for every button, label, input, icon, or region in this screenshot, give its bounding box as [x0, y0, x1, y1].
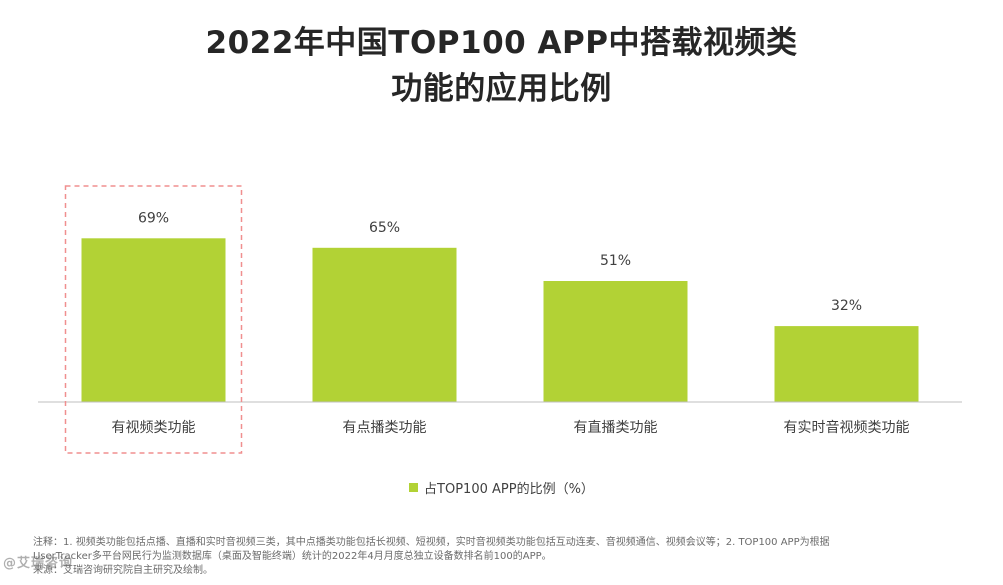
legend-label: 占TOP100 APP的比例（%） — [424, 482, 594, 497]
footnotes: 注释：1. 视频类功能包括点播、直播和实时音视频三类，其中点播类功能包括长视频、… — [33, 536, 983, 578]
chart-title: 2022年中国TOP100 APP中搭载视频类 功能的应用比例 — [0, 20, 1003, 112]
bar-value-label: 69% — [138, 210, 169, 226]
chart-title-line-2: 功能的应用比例 — [391, 71, 612, 107]
category-label: 有点播类功能 — [343, 420, 427, 436]
category-label: 有视频类功能 — [112, 420, 196, 436]
bar-3 — [543, 281, 688, 402]
bars-layer: 69% 有视频类功能 65% 有点播类功能 51% 有直播类功能 32% 有实时音视频类功能 — [81, 210, 919, 436]
category-label: 有直播类功能 — [574, 419, 658, 436]
footnote-line-1: 注释：1. 视频类功能包括点播、直播和实时音视频三类，其中点播类功能包括长视频、… — [33, 537, 830, 548]
source-line: 来源：艾瑞咨询研究院自主研究及绘制。 — [33, 565, 213, 576]
bar-2 — [312, 247, 457, 402]
bar-value-label: 65% — [369, 220, 400, 236]
watermark: @艾瑞咨询 — [3, 556, 74, 571]
bar-chart: 69% 有视频类功能 65% 有点播类功能 51% 有直播类功能 32% 有实时音视频类功能 — [38, 185, 962, 454]
chart-title-line-1: 2022年中国TOP100 APP中搭载视频类 — [205, 25, 798, 61]
highlight-box — [64, 185, 243, 454]
legend-swatch — [409, 483, 419, 492]
bar-1 — [81, 238, 226, 402]
bar-value-label: 32% — [831, 298, 862, 314]
bar-value-label: 51% — [600, 253, 631, 269]
category-label: 有实时音视频类功能 — [784, 419, 910, 436]
legend: 占TOP100 APP的比例（%） — [0, 478, 1003, 497]
bar-4 — [774, 326, 919, 402]
footnote-line-2: UserTracker多平台网民行为监测数据库（桌面及智能终端）统计的2022年… — [33, 551, 552, 562]
